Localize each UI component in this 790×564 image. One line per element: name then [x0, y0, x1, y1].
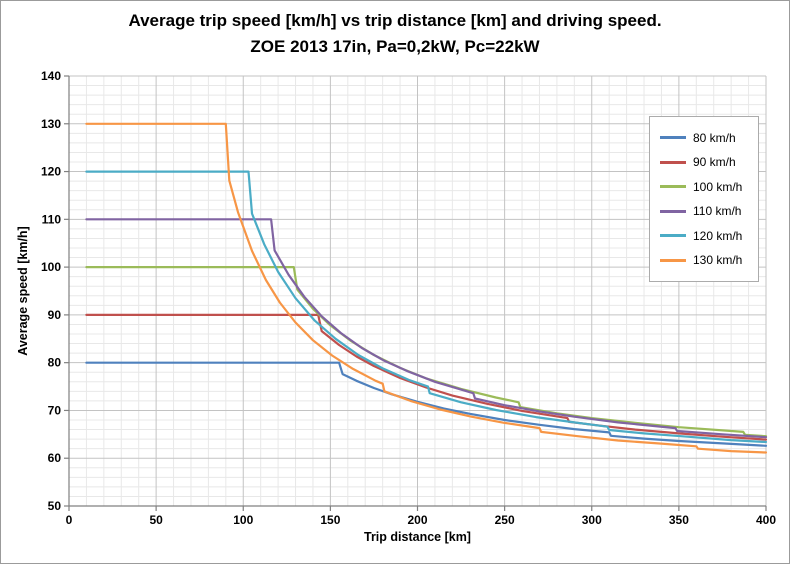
legend-label: 80 km/h [693, 130, 736, 145]
y-tick-label: 130 [41, 117, 61, 131]
y-tick-label: 100 [41, 260, 61, 274]
y-tick-label: 60 [48, 451, 62, 465]
legend-line-sample [660, 209, 686, 213]
y-tick-label: 140 [41, 69, 61, 83]
series-line-90-km-h [85, 313, 768, 441]
series-line-130-km-h [85, 122, 768, 454]
series-line-100-km-h [85, 266, 768, 438]
y-tick-label: 120 [41, 165, 61, 179]
y-tick-label: 110 [42, 212, 62, 226]
legend-label: 100 km/h [693, 179, 743, 194]
y-axis-title: Average speed [km/h] [16, 226, 30, 356]
y-tick-label: 80 [48, 356, 62, 370]
x-tick-label: 100 [233, 513, 253, 527]
legend-label: 130 km/h [693, 253, 743, 268]
legend-entry-110-km-h: 110 km/h [660, 205, 758, 217]
series-line-120-km-h [85, 170, 768, 444]
chart-title-line2: ZOE 2013 17in, Pa=0,2kW, Pc=22kW [250, 37, 540, 56]
x-tick-label: 150 [320, 513, 340, 527]
chart-title: Average trip speed [km/h] vs trip distan… [1, 8, 789, 60]
x-tick-label: 200 [407, 513, 427, 527]
legend-entry-130-km-h: 130 km/h [660, 254, 758, 266]
series-line-110-km-h [85, 218, 768, 439]
legend-entry-120-km-h: 120 km/h [660, 230, 758, 242]
legend-label: 110 km/h [693, 204, 742, 219]
legend-line-sample [660, 234, 686, 238]
y-tick-label: 90 [48, 308, 62, 322]
x-tick-label: 0 [66, 513, 73, 527]
x-tick-label: 350 [669, 513, 689, 527]
legend-entry-80-km-h: 80 km/h [660, 132, 758, 144]
legend-line-sample [660, 136, 686, 140]
legend-entry-90-km-h: 90 km/h [660, 156, 758, 168]
series-line-80-km-h [85, 361, 768, 447]
legend: 80 km/h 90 km/h 100 km/h 110 km/h 120 km/h 13… [649, 116, 759, 282]
legend-line-sample [660, 160, 686, 164]
legend-label: 120 km/h [693, 228, 743, 243]
chart-title-line1: Average trip speed [km/h] vs trip distan… [128, 11, 662, 30]
x-tick-label: 400 [756, 513, 776, 527]
x-tick-label: 250 [495, 513, 515, 527]
x-axis-title: Trip distance [km] [364, 530, 471, 544]
x-tick-label: 300 [582, 513, 602, 527]
legend-entry-100-km-h: 100 km/h [660, 181, 758, 193]
y-tick-label: 70 [48, 403, 62, 417]
legend-line-sample [660, 258, 686, 262]
x-tick-label: 50 [149, 513, 163, 527]
y-tick-label: 50 [48, 499, 62, 513]
legend-label: 90 km/h [693, 155, 736, 170]
legend-line-sample [660, 185, 686, 189]
